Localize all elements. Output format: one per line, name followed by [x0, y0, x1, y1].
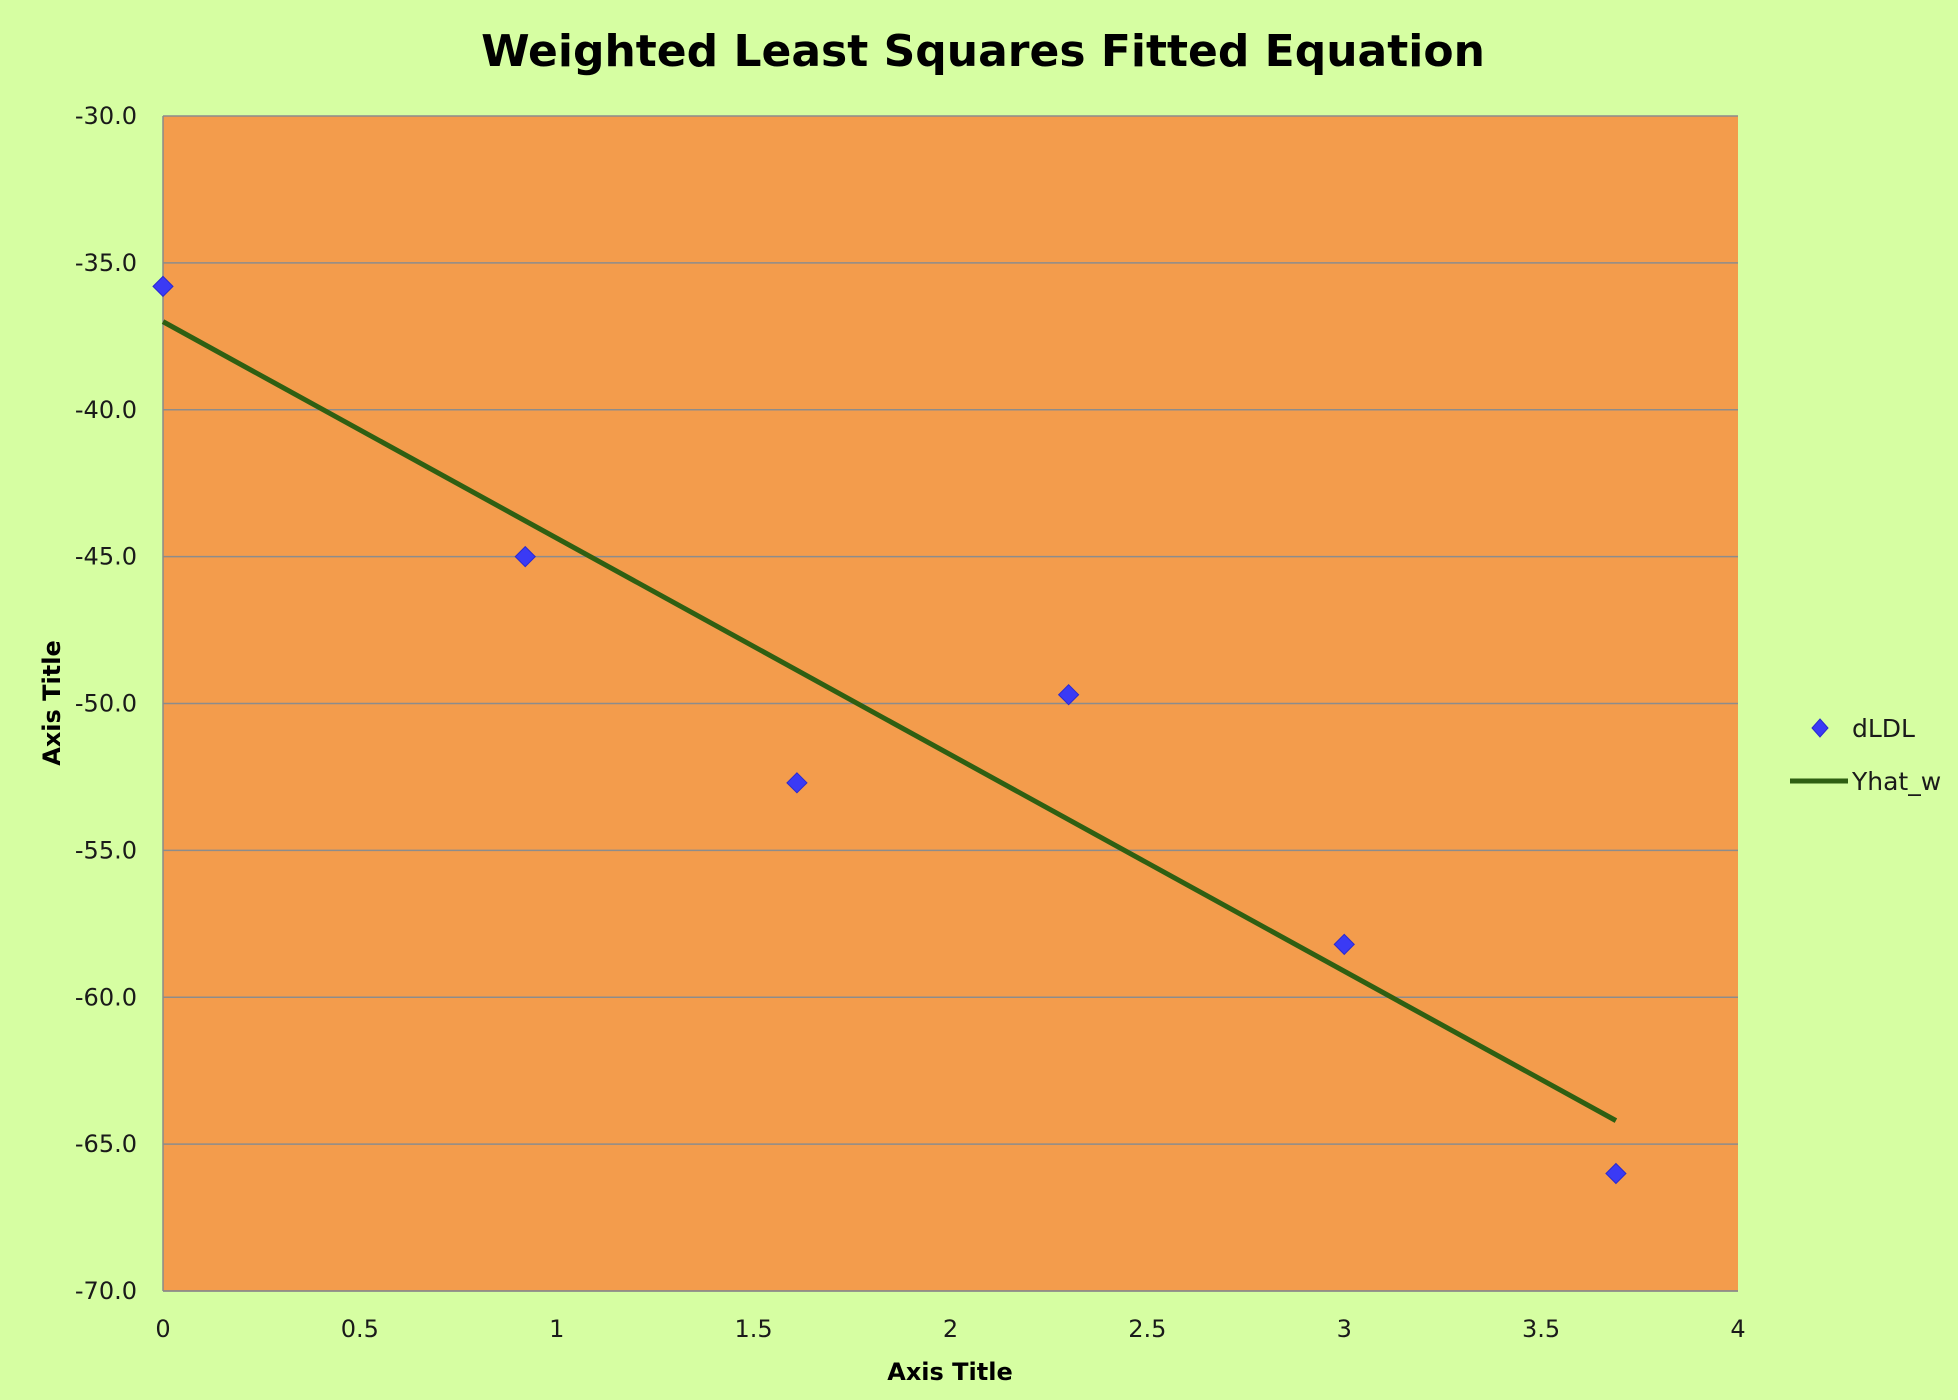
- legend: dLDL Yhat_w: [1790, 714, 1941, 796]
- x-tick-label: 0.5: [341, 1315, 379, 1343]
- legend-item-yhat-w: Yhat_w: [1790, 767, 1941, 796]
- x-tick-label: 3: [1337, 1315, 1352, 1343]
- data-point: [786, 772, 808, 794]
- x-tick-label: 4: [1730, 1315, 1745, 1343]
- fit-line-yhat-w: [161, 319, 1618, 1123]
- legend-diamond-icon: [1811, 718, 1829, 738]
- chart-title: Weighted Least Squares Fitted Equation: [481, 26, 1485, 77]
- x-tick-label: 2: [943, 1315, 958, 1343]
- x-tick-label: 1.5: [735, 1315, 773, 1343]
- y-axis-ticks: -30.0 -35.0 -40.0 -45.0 -50.0 -55.0 -60.0 -65.0…: [75, 102, 137, 1305]
- y-tick-label: -60.0: [75, 983, 137, 1011]
- x-tick-label: 1: [549, 1315, 564, 1343]
- data-point: [152, 275, 174, 298]
- y-tick-label: -55.0: [75, 836, 137, 864]
- y-tick-label: -40.0: [75, 396, 137, 424]
- x-tick-label: 0: [155, 1315, 170, 1343]
- legend-label-yhat-w: Yhat_w: [1851, 767, 1941, 796]
- y-tick-label: -30.0: [75, 102, 137, 130]
- x-axis-ticks: 0 0.5 1 1.5 2 2.5 3 3.5 4: [155, 1315, 1745, 1343]
- series-layer: [152, 275, 1627, 1185]
- x-tick-label: 3.5: [1522, 1315, 1560, 1343]
- y-axis-title: Axis Title: [38, 640, 66, 766]
- data-point: [514, 545, 536, 568]
- y-tick-label: -70.0: [75, 1277, 137, 1305]
- y-tick-label: -65.0: [75, 1130, 137, 1158]
- legend-item-dldl: dLDL: [1811, 714, 1915, 743]
- legend-label-dldl: dLDL: [1852, 714, 1915, 743]
- x-tick-label: 2.5: [1128, 1315, 1166, 1343]
- y-tick-label: -45.0: [75, 543, 137, 571]
- data-point: [1333, 933, 1355, 956]
- data-point: [1605, 1162, 1627, 1185]
- data-point: [1057, 683, 1080, 706]
- x-axis-title: Axis Title: [887, 1358, 1013, 1386]
- y-tick-label: -50.0: [75, 690, 137, 718]
- y-tick-label: -35.0: [75, 249, 137, 277]
